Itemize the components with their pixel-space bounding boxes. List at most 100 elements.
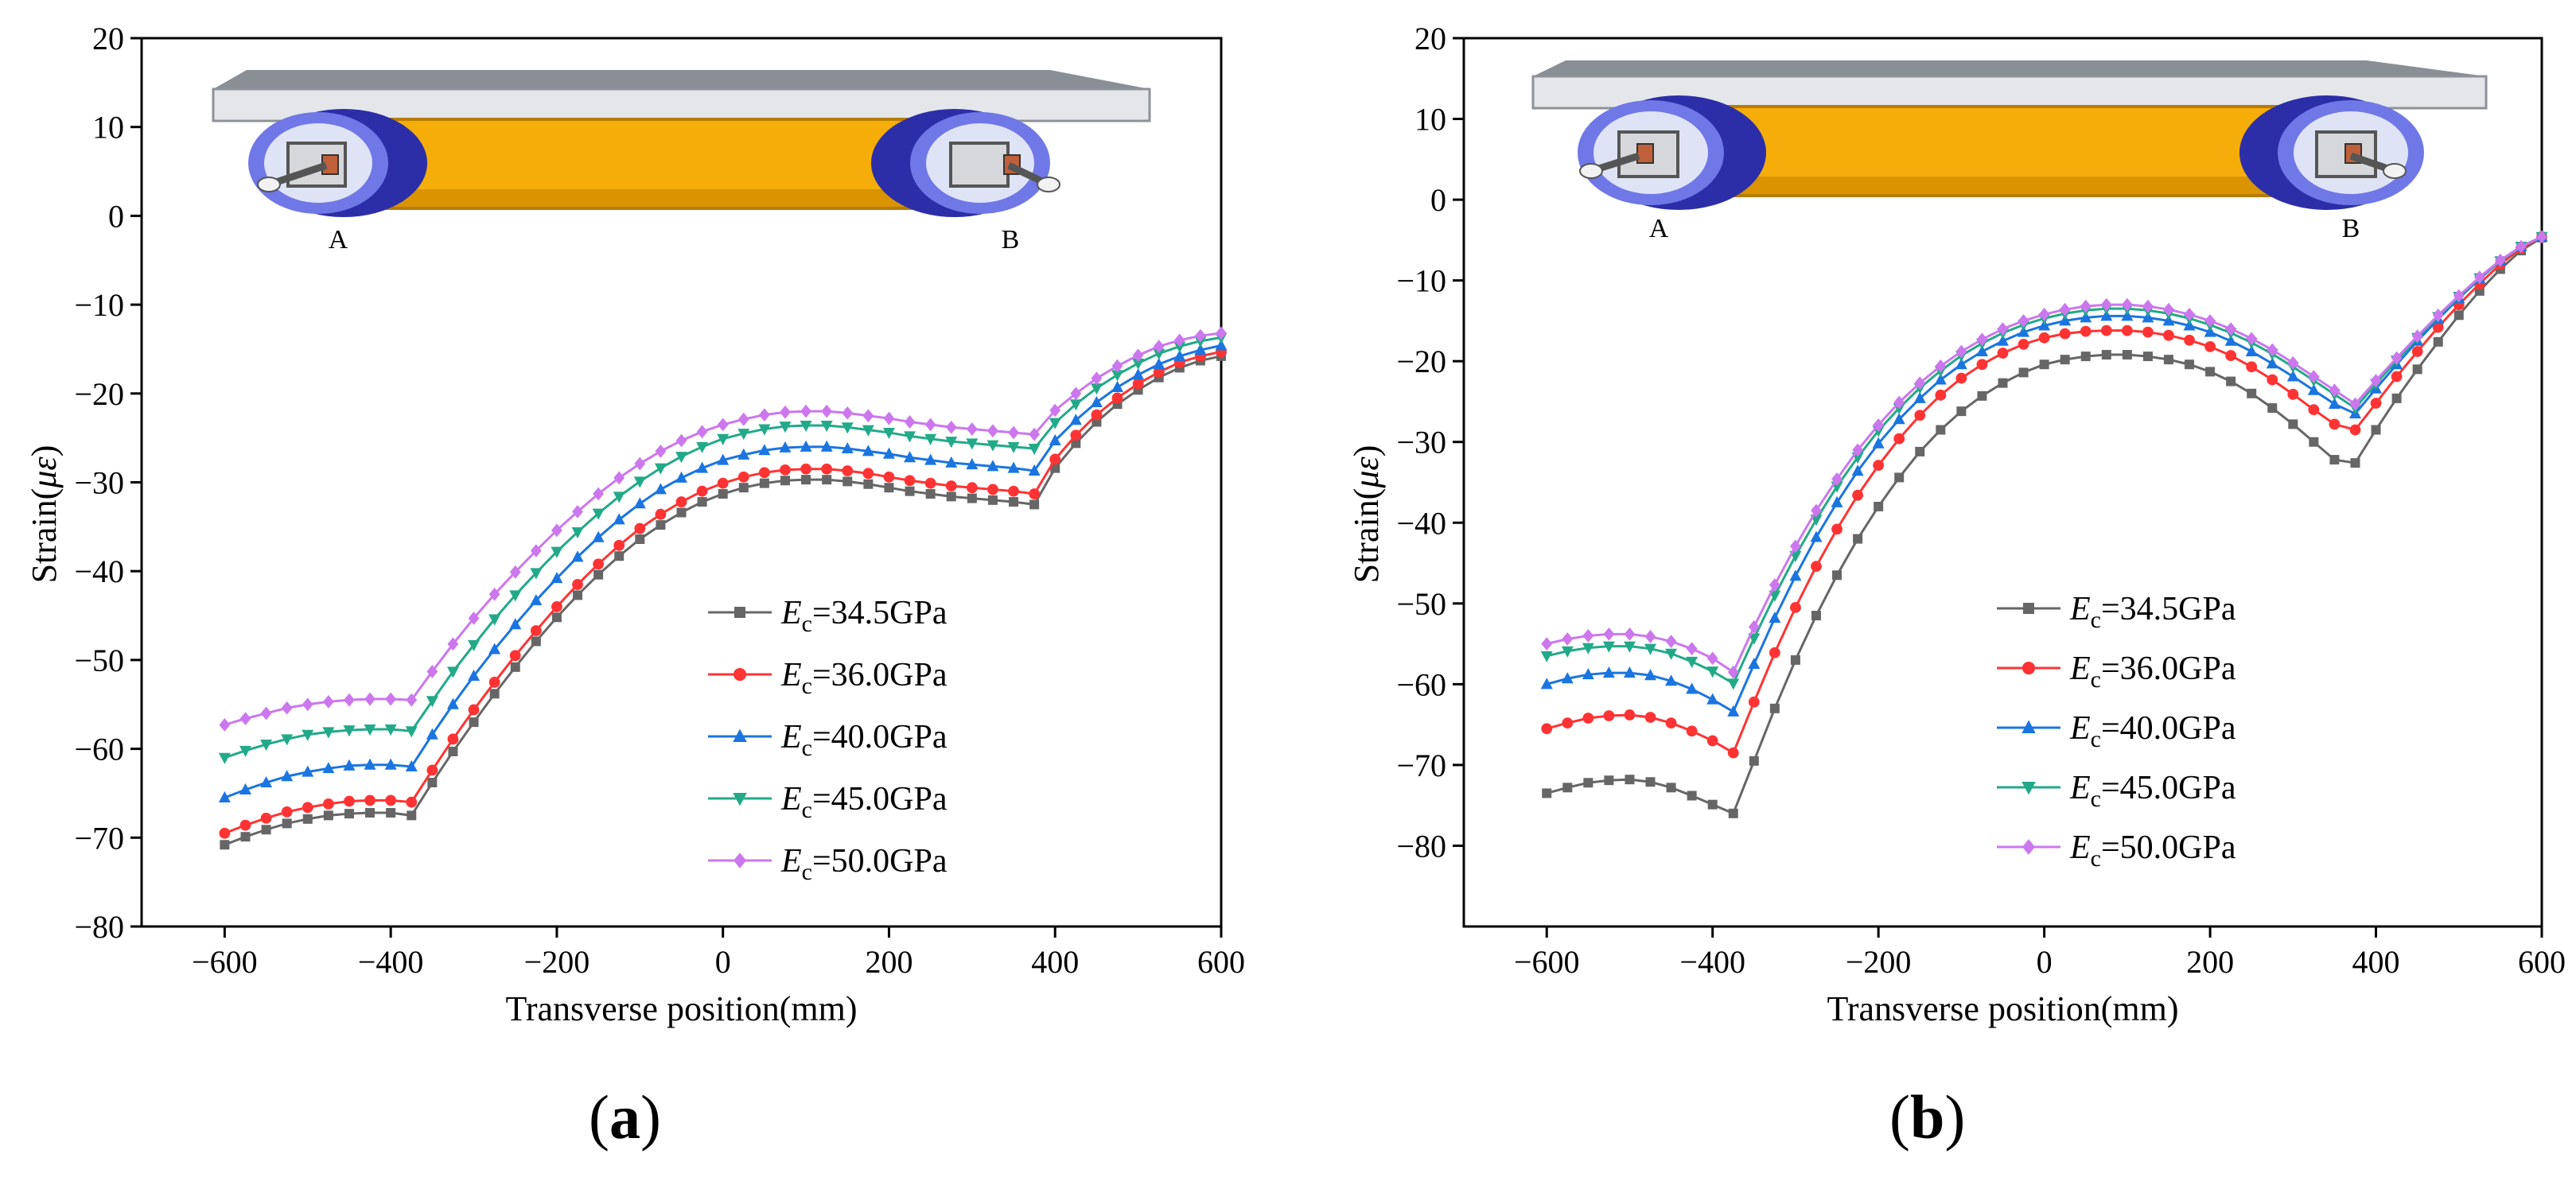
data-point [1132,368,1145,380]
data-point [656,520,666,530]
legend-label: Ec=50.0GPa [2069,829,2236,872]
legend-marker [733,728,747,742]
y-tick-label: 20 [1414,21,1446,56]
data-point [2308,370,2320,383]
data-point [1050,463,1060,473]
data-point [924,418,936,432]
data-point [2267,343,2278,357]
data-point [488,614,501,626]
data-point [1623,666,1636,678]
data-point [405,759,418,771]
data-point [1913,391,1926,403]
support-label-b: B [2342,214,2360,243]
data-point [2225,350,2237,361]
data-point [1935,389,1947,401]
data-point [987,484,998,495]
data-point [239,819,251,831]
data-point [1029,499,1040,510]
data-point [966,482,978,494]
data-point [2225,322,2237,336]
data-point [448,746,458,756]
y-tick-label: −80 [74,909,124,945]
data-point [1935,359,1947,373]
legend-marker [733,667,747,682]
data-point [1540,651,1553,662]
data-point [1706,666,1719,678]
data-point [1687,790,1697,801]
data-point [945,456,958,468]
data-point [260,740,273,752]
legend-entry: Ec=36.0GPa [708,657,948,699]
x-tick-label: 200 [2186,944,2234,980]
y-tick-label: −40 [1396,505,1446,541]
data-point [1562,783,1573,793]
bearing-a-left [248,109,427,217]
data-point [1915,446,1925,456]
data-point [635,534,645,544]
data-point [1645,777,1656,787]
data-point [696,485,708,497]
data-point [1769,578,1780,592]
data-point [1686,725,1698,737]
data-point [654,483,667,495]
axes-a: −600 −400 −200 0 200 400 600 20 10 0 −10 −20 −30 −40 −… [25,21,1245,1028]
data-point [2163,329,2174,341]
y-tick-label: −60 [1396,666,1446,702]
panel-label-b: (b) [1889,1082,1966,1152]
legend-entry: Ec=36.0GPa [1997,651,2236,693]
data-point [758,467,770,479]
data-point [2142,299,2154,313]
legend-b: Ec=34.5GPa Ec=36.0GPa Ec=40.0GPa Ec=45.0GPa… [1997,591,2236,872]
data-point [2329,455,2340,465]
series-E_c=45.0GPa [1540,231,2548,690]
y-tick-label: −10 [74,287,124,323]
data-point [1853,534,1863,544]
data-point [343,759,356,771]
data-point [239,712,251,726]
data-point [260,775,273,788]
data-point [2142,352,2153,362]
series-E_c=50.0GPa [1541,230,2547,679]
data-point [1132,358,1145,370]
data-point [882,447,895,459]
data-point [2163,355,2173,365]
data-point [1542,788,1552,798]
data-point [2266,357,2278,369]
data-point [1602,666,1615,678]
data-point [822,475,832,485]
girder-flange-b [1710,177,2331,194]
data-point [1069,399,1082,411]
x-tick-label: −400 [358,944,424,980]
data-point [1789,569,1802,581]
data-point [966,458,979,470]
y-tick-label: −50 [74,643,124,678]
x-tick-label: 400 [1031,944,1079,980]
data-point [780,476,790,486]
data-point [821,463,833,475]
data-point [2018,338,2029,350]
data-point [738,483,749,493]
series-group-b [1540,230,2548,818]
data-point [2370,374,2382,387]
data-point [1790,539,1801,554]
series-line [224,332,1222,726]
y-tick-label: 10 [92,110,124,146]
legend-entry: Ec=50.0GPa [708,843,948,885]
data-point [1831,495,1843,507]
data-point [2059,302,2071,317]
data-point [697,497,707,507]
data-point [987,495,998,505]
data-point [1132,348,1144,363]
x-tick-label: −600 [1514,944,1580,980]
data-point [1029,488,1041,499]
data-point [820,440,833,452]
data-point [1831,472,1843,486]
data-point [2267,374,2278,386]
data-point [696,441,709,453]
data-point [820,421,833,433]
data-point [1091,371,1103,386]
data-point [2329,383,2341,398]
data-point [2226,376,2236,387]
data-point [1541,723,1553,735]
data-point [841,441,854,454]
